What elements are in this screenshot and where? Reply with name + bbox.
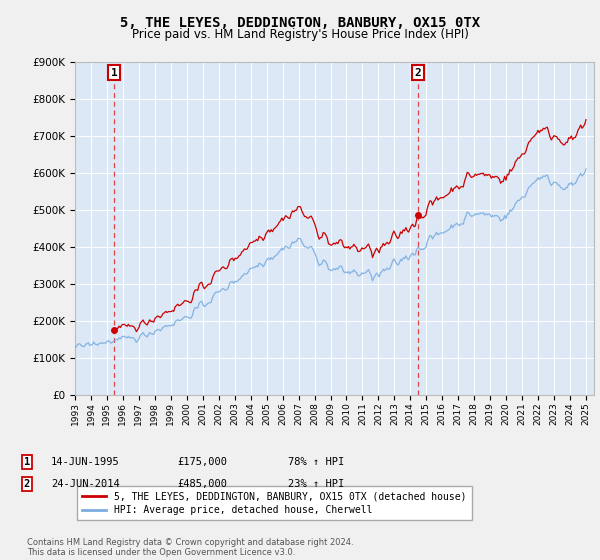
Text: 1: 1 <box>111 68 118 78</box>
Text: 24-JUN-2014: 24-JUN-2014 <box>51 479 120 489</box>
Text: 78% ↑ HPI: 78% ↑ HPI <box>288 457 344 467</box>
Text: 1: 1 <box>24 457 30 467</box>
Text: 2: 2 <box>415 68 421 78</box>
Text: Contains HM Land Registry data © Crown copyright and database right 2024.
This d: Contains HM Land Registry data © Crown c… <box>27 538 353 557</box>
Text: £485,000: £485,000 <box>177 479 227 489</box>
Text: 5, THE LEYES, DEDDINGTON, BANBURY, OX15 0TX: 5, THE LEYES, DEDDINGTON, BANBURY, OX15 … <box>120 16 480 30</box>
Text: 23% ↑ HPI: 23% ↑ HPI <box>288 479 344 489</box>
Text: 2: 2 <box>24 479 30 489</box>
Text: 14-JUN-1995: 14-JUN-1995 <box>51 457 120 467</box>
Legend: 5, THE LEYES, DEDDINGTON, BANBURY, OX15 0TX (detached house), HPI: Average price: 5, THE LEYES, DEDDINGTON, BANBURY, OX15 … <box>77 486 472 520</box>
Text: £175,000: £175,000 <box>177 457 227 467</box>
Text: Price paid vs. HM Land Registry's House Price Index (HPI): Price paid vs. HM Land Registry's House … <box>131 28 469 41</box>
